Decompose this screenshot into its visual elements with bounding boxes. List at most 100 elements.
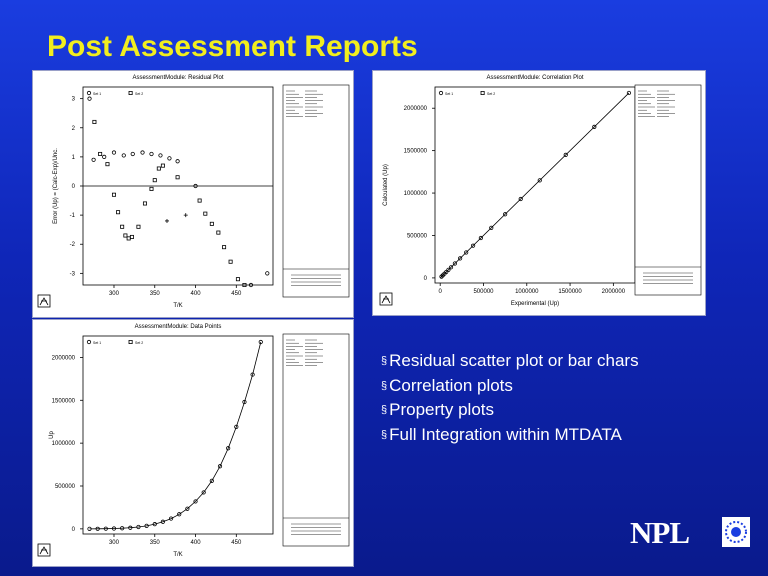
x-axis-label: T/K <box>173 552 182 558</box>
y-tick-label: 1000000 <box>52 441 76 447</box>
slide-title: Post Assessment Reports <box>47 30 418 63</box>
data-point <box>226 446 231 451</box>
legend-marker <box>128 339 133 344</box>
correlation-plot-panel: AssessmentModule: Correlation Plot Set 1 S… <box>372 70 706 316</box>
data-point <box>130 151 135 157</box>
info-panel <box>282 84 350 298</box>
data-point <box>120 224 125 229</box>
data-point <box>217 464 223 469</box>
x-tick-label: 400 <box>191 540 202 546</box>
data-point <box>92 119 97 124</box>
legend-label: Set 2 <box>487 92 495 96</box>
data-point <box>105 162 110 167</box>
y-tick-label: 500000 <box>55 484 76 490</box>
npl-logo-text: NPL <box>630 515 690 550</box>
bullet-marker: § <box>381 355 388 367</box>
data-point <box>87 96 92 101</box>
data-point <box>144 523 149 528</box>
data-point <box>201 490 206 495</box>
data-point <box>136 524 141 530</box>
x-tick-label: 450 <box>231 291 242 297</box>
series-line <box>89 341 262 530</box>
data-point <box>175 159 180 164</box>
legend-marker <box>86 339 92 345</box>
data-point <box>203 211 208 216</box>
chart-title: AssessmentModule: Correlation Plot <box>486 75 583 81</box>
legend-label: Set 1 <box>93 341 101 345</box>
data-point <box>126 236 131 241</box>
bullet-item: § Full Integration within MTDATA <box>381 423 639 448</box>
data-point <box>149 186 154 191</box>
data-point <box>175 175 180 180</box>
data-point <box>216 230 221 235</box>
data-point <box>103 526 108 531</box>
data-point <box>140 150 145 155</box>
bullet-item: § Property plots <box>381 398 639 423</box>
residual-plot-panel: AssessmentModule: Residual Plot Set 1 Set … <box>32 70 354 318</box>
correlation-plot-chart: AssessmentModule: Correlation Plot Set 1 S… <box>379 75 702 307</box>
data-point <box>185 506 190 511</box>
data-point <box>193 499 198 504</box>
data-point <box>489 225 494 230</box>
legend-label: Set 2 <box>135 92 143 96</box>
app-logo-glyph <box>39 546 49 555</box>
x-axis-label: Experimental (Up) <box>511 301 559 307</box>
x-tick-label: 300 <box>109 291 120 297</box>
data-point <box>168 516 174 521</box>
x-tick-label: 400 <box>191 291 202 297</box>
y-tick-label: 1500000 <box>52 398 76 404</box>
data-point <box>592 124 597 129</box>
y-tick-label: 2000000 <box>52 355 76 361</box>
x-tick-label: 1500000 <box>558 289 582 295</box>
y-tick-label: 0 <box>72 184 76 190</box>
legend-marker <box>480 90 485 95</box>
data-point <box>444 269 449 275</box>
y-tick-label: 500000 <box>407 233 428 239</box>
chart-title: AssessmentModule: Residual Plot <box>132 75 223 81</box>
bullet-marker: § <box>381 428 388 441</box>
y-tick-label: 2 <box>72 126 76 132</box>
bullet-text: Property plots <box>389 400 495 419</box>
data-point <box>160 163 165 168</box>
data-point <box>160 519 166 524</box>
y-tick-label: -2 <box>70 242 76 248</box>
data-point <box>111 192 116 197</box>
y-tick-label: 1500000 <box>404 149 428 155</box>
data-point <box>95 526 100 531</box>
bullet-text: Full Integration within MTDATA <box>389 424 622 444</box>
data-point <box>91 157 96 162</box>
data-point <box>158 153 163 158</box>
legend-marker <box>438 90 444 96</box>
app-logo-glyph <box>39 297 49 306</box>
data-point <box>193 183 198 189</box>
legend-marker <box>86 90 92 96</box>
x-tick-label: 300 <box>109 540 120 546</box>
data-point <box>242 282 247 287</box>
data-point <box>448 265 454 270</box>
data-point <box>234 424 239 429</box>
data-point <box>87 526 92 531</box>
x-axis-label: T/K <box>173 303 182 309</box>
data-point <box>149 151 154 157</box>
y-tick-label: 0 <box>72 527 76 533</box>
data-point <box>242 399 247 405</box>
data-point <box>120 526 125 531</box>
x-tick-label: 350 <box>150 540 161 546</box>
legend-label: Set 1 <box>445 92 453 96</box>
data-point <box>128 525 133 530</box>
data-point <box>478 235 483 241</box>
bullet-item: § Correlation plots <box>381 374 639 399</box>
data-point <box>537 178 542 183</box>
data-point <box>177 512 182 517</box>
data-point <box>111 526 117 531</box>
data-point <box>123 233 128 238</box>
data-point <box>152 178 157 183</box>
fit-line <box>439 92 630 279</box>
data-point <box>116 210 121 215</box>
npl-emblem-icon <box>722 517 750 547</box>
y-axis-label: Calculated (Up) <box>383 164 389 206</box>
y-tick-label: 1000000 <box>404 191 428 197</box>
data-points-plot-panel: AssessmentModule: Data Points Set 1 Set 2 3… <box>32 319 354 567</box>
x-tick-label: 2000000 <box>602 289 626 295</box>
bullet-marker: § <box>381 404 388 416</box>
